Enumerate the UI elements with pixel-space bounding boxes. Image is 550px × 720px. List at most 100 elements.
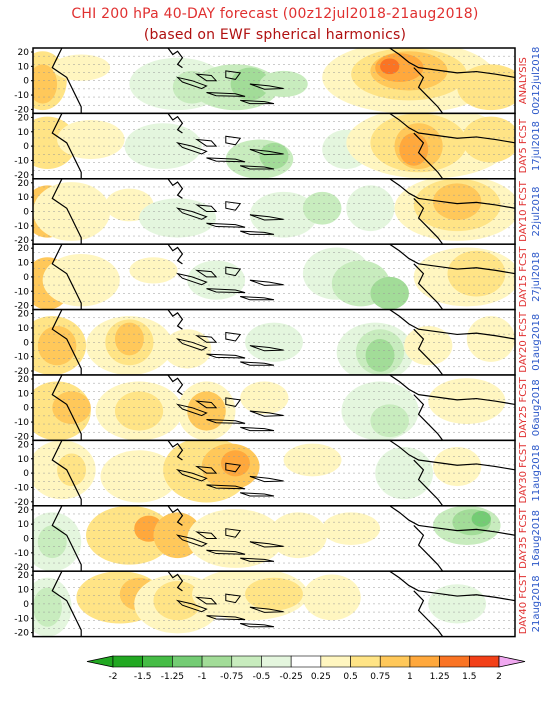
panel-label: DAY5 FCST: [518, 118, 529, 173]
y-tick-label: 20: [18, 244, 30, 254]
y-tick-label: 20: [18, 179, 30, 189]
anomaly-contour: [302, 574, 361, 621]
anomaly-contour: [245, 577, 303, 611]
coastline: [52, 506, 515, 571]
colorbar-swatch: [379, 655, 411, 668]
colorbar-label: 1.5: [462, 672, 476, 682]
y-tick-label: 0: [23, 535, 29, 545]
anomaly-contour: [380, 58, 400, 75]
anomaly-contour: [57, 453, 87, 487]
anomaly-contour: [466, 316, 515, 362]
panel-label: DAY15 FCST: [518, 246, 529, 308]
colorbar-label: 0.5: [343, 672, 357, 682]
panel-date: 21aug2018: [531, 575, 542, 632]
colorbar-over-arrow: [498, 655, 526, 668]
y-tick-label: 0: [23, 600, 29, 610]
y-tick-label: -10: [14, 91, 29, 101]
forecast-panel: 20 10 0 -10 -20 DAY20 FCST 01aug2018: [14, 308, 542, 377]
colorbar-swatch: [350, 655, 381, 668]
panel-label: ANALYSIS: [518, 57, 529, 104]
colorbar: -2 -1.5 -1.25 -1 -0.75 -0.5 -0.25 0.25 0.5 0.75 1 1…: [86, 655, 526, 682]
anomaly-contour: [428, 584, 487, 624]
anomaly-contour: [322, 512, 381, 546]
y-tick-label: 10: [18, 389, 30, 399]
colorbar-swatch: [172, 655, 203, 668]
anomaly-contour: [114, 322, 144, 356]
anomaly-contour: [37, 525, 67, 559]
coastline: [52, 375, 515, 440]
forecast-panel: 20 10 0 -10 -20 DAY5 FCST 17jul2018: [14, 112, 542, 181]
anomaly-contour: [370, 404, 409, 438]
y-tick-label: 20: [18, 310, 30, 320]
y-tick-label: 0: [23, 469, 29, 479]
y-tick-label: 10: [18, 128, 30, 138]
y-tick-label: -10: [14, 614, 29, 624]
y-tick-label: -10: [14, 156, 29, 166]
colorbar-swatch: [320, 655, 351, 668]
panel-date: 01aug2018: [531, 314, 542, 371]
anomaly-contour: [346, 185, 395, 232]
y-tick-label: -20: [14, 432, 29, 442]
panel-date: 11aug2018: [531, 445, 542, 502]
anomaly-contour: [52, 391, 91, 425]
y-tick-label: -10: [14, 549, 29, 559]
colorbar-label: -0.75: [220, 672, 243, 682]
forecast-panel: 20 10 0 -10 -20 DAY30 FCST 11aug2018: [14, 439, 542, 508]
anomaly-contour: [114, 391, 164, 431]
anomaly-contour: [42, 254, 120, 307]
coastline: [52, 179, 515, 244]
anomaly-contour: [283, 443, 342, 477]
anomaly-contour: [259, 142, 289, 169]
panel-date: 22jul2018: [531, 186, 542, 236]
anomaly-contour: [187, 391, 226, 431]
colorbar-swatch: [409, 655, 440, 668]
anomaly-contour: [259, 70, 308, 98]
y-tick-label: 10: [18, 520, 30, 530]
forecast-panel: 20 10 0 -10 -20 DAY25 FCST 06aug2018: [14, 374, 542, 442]
y-tick-label: 20: [18, 571, 30, 581]
y-tick-label: -20: [14, 629, 29, 639]
anomaly-contour: [57, 119, 125, 160]
colorbar-swatch: [439, 655, 470, 668]
colorbar-swatch: [261, 655, 292, 668]
y-tick-label: 10: [18, 62, 30, 72]
panel-date: 16aug2018: [531, 510, 542, 567]
y-tick-label: 0: [23, 77, 29, 87]
y-tick-label: 0: [23, 338, 29, 348]
colorbar-label: 1: [407, 672, 413, 682]
coastline: [52, 48, 515, 113]
map-title: CHI 200 hPa 40-DAY forecast (00z12jul201…: [71, 6, 479, 22]
coastline: [52, 440, 515, 505]
colorbar-label: 0.25: [311, 672, 331, 682]
panel-label: DAY10 FCST: [518, 180, 529, 242]
y-tick-label: -10: [14, 287, 29, 297]
colorbar-label: 0.75: [370, 672, 390, 682]
colorbar-swatch: [112, 655, 143, 668]
anomaly-contour: [461, 116, 515, 163]
y-tick-label: 20: [18, 375, 30, 385]
panel-date: 00z12jul2018: [531, 47, 542, 115]
coastline: [52, 244, 515, 309]
y-tick-label: 20: [18, 113, 30, 123]
y-tick-label: 20: [18, 506, 30, 516]
y-tick-label: -20: [14, 302, 29, 312]
map-subtitle: (based on EWF spherical harmonics): [143, 27, 407, 43]
colorbar-label: 1.25: [430, 672, 450, 682]
anomaly-contour: [33, 182, 111, 241]
anomaly-contour: [428, 378, 506, 425]
y-tick-label: 0: [23, 404, 29, 414]
anomaly-contour: [52, 54, 111, 81]
anomaly-contour: [249, 191, 318, 238]
colorbar-swatch: [290, 655, 322, 668]
y-tick-label: -20: [14, 367, 29, 377]
colorbar-label: -1.25: [161, 672, 184, 682]
anomaly-contour: [129, 257, 178, 284]
anomaly-contour: [433, 446, 482, 487]
colorbar-swatch: [201, 655, 233, 668]
anomaly-contour: [302, 191, 342, 225]
anomaly-contour: [187, 509, 284, 568]
panel-date: 27jul2018: [531, 252, 542, 302]
anomaly-contour: [33, 587, 62, 627]
colorbar-swatch: [142, 655, 173, 668]
y-tick-label: -20: [14, 498, 29, 508]
